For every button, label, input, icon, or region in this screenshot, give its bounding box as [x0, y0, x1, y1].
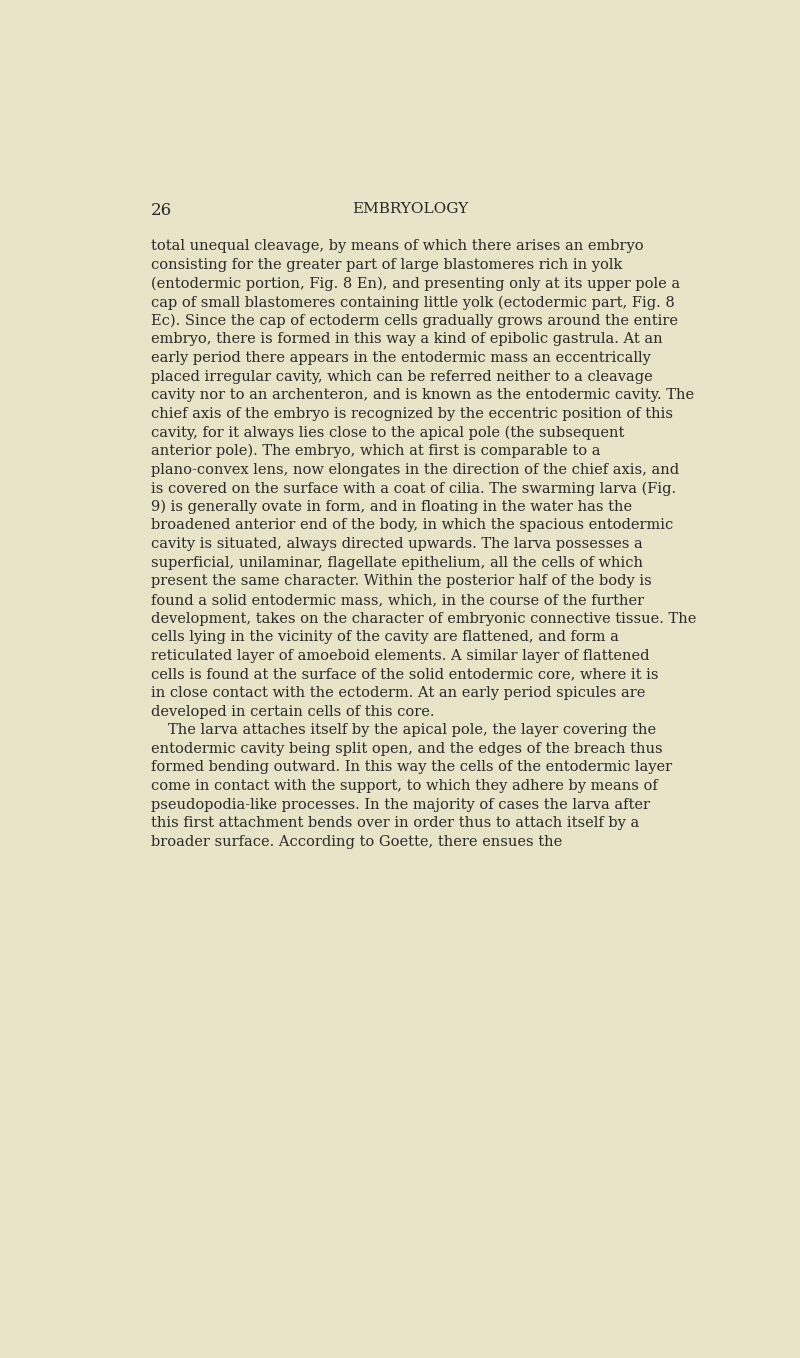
- Text: EMBRYOLOGY: EMBRYOLOGY: [352, 201, 468, 216]
- Text: The larva attaches itself by the apical pole, the layer covering the: The larva attaches itself by the apical …: [168, 724, 656, 737]
- Text: cells lying in the vicinity of the cavity are flattened, and form a: cells lying in the vicinity of the cavit…: [151, 630, 618, 644]
- Text: cavity is situated, always directed upwards. The larva possesses a: cavity is situated, always directed upwa…: [151, 538, 642, 551]
- Text: broadened anterior end of the body, in which the spacious entodermic: broadened anterior end of the body, in w…: [151, 519, 673, 532]
- Text: development, takes on the character of embryonic connective tissue. The: development, takes on the character of e…: [151, 611, 696, 626]
- Text: is covered on the surface with a coat of cilia. The swarming larva (Fig.: is covered on the surface with a coat of…: [151, 481, 676, 496]
- Text: found a solid entodermic mass, which, in the course of the further: found a solid entodermic mass, which, in…: [151, 593, 644, 607]
- Text: superficial, unilaminar, flagellate epithelium, all the cells of which: superficial, unilaminar, flagellate epit…: [151, 555, 643, 570]
- Text: cap of small blastomeres containing little yolk (ectodermic part, Fig. 8: cap of small blastomeres containing litt…: [151, 295, 674, 310]
- Text: early period there appears in the entodermic mass an eccentrically: early period there appears in the entode…: [151, 350, 650, 365]
- Text: consisting for the greater part of large blastomeres rich in yolk: consisting for the greater part of large…: [151, 258, 622, 272]
- Text: cells is found at the surface of the solid entodermic core, where it is: cells is found at the surface of the sol…: [151, 667, 658, 682]
- Text: 26: 26: [151, 201, 172, 219]
- Text: pseudopodia-like processes. In the majority of cases the larva after: pseudopodia-like processes. In the major…: [151, 797, 650, 812]
- Text: 9) is generally ovate in form, and in floating in the water has the: 9) is generally ovate in form, and in fl…: [151, 500, 632, 515]
- Text: placed irregular cavity, which can be referred neither to a cleavage: placed irregular cavity, which can be re…: [151, 369, 653, 383]
- Text: embryo, there is formed in this way a kind of epibolic gastrula. At an: embryo, there is formed in this way a ki…: [151, 333, 662, 346]
- Text: present the same character. Within the posterior half of the body is: present the same character. Within the p…: [151, 574, 651, 588]
- Text: broader surface. According to Goette, there ensues the: broader surface. According to Goette, th…: [151, 835, 562, 849]
- Text: plano-convex lens, now elongates in the direction of the chief axis, and: plano-convex lens, now elongates in the …: [151, 463, 679, 477]
- Text: in close contact with the ectoderm. At an early period spicules are: in close contact with the ectoderm. At a…: [151, 686, 646, 699]
- Text: Ec). Since the cap of ectoderm cells gradually grows around the entire: Ec). Since the cap of ectoderm cells gra…: [151, 314, 678, 329]
- Text: come in contact with the support, to which they adhere by means of: come in contact with the support, to whi…: [151, 779, 658, 793]
- Text: developed in certain cells of this core.: developed in certain cells of this core.: [151, 705, 434, 718]
- Text: anterior pole). The embryo, which at first is comparable to a: anterior pole). The embryo, which at fir…: [151, 444, 600, 459]
- Text: formed bending outward. In this way the cells of the entodermic layer: formed bending outward. In this way the …: [151, 760, 672, 774]
- Text: this first attachment bends over in order thus to attach itself by a: this first attachment bends over in orde…: [151, 816, 639, 830]
- Text: total unequal cleavage, by means of which there arises an embryo: total unequal cleavage, by means of whic…: [151, 239, 643, 254]
- Text: cavity, for it always lies close to the apical pole (the subsequent: cavity, for it always lies close to the …: [151, 425, 624, 440]
- Text: reticulated layer of amoeboid elements. A similar layer of flattened: reticulated layer of amoeboid elements. …: [151, 649, 650, 663]
- Text: (entodermic portion, Fig. 8 En), and presenting only at its upper pole a: (entodermic portion, Fig. 8 En), and pre…: [151, 277, 680, 291]
- Text: cavity nor to an archenteron, and is known as the entodermic cavity. The: cavity nor to an archenteron, and is kno…: [151, 388, 694, 402]
- Text: entodermic cavity being split open, and the edges of the breach thus: entodermic cavity being split open, and …: [151, 741, 662, 756]
- Text: chief axis of the embryo is recognized by the eccentric position of this: chief axis of the embryo is recognized b…: [151, 407, 673, 421]
